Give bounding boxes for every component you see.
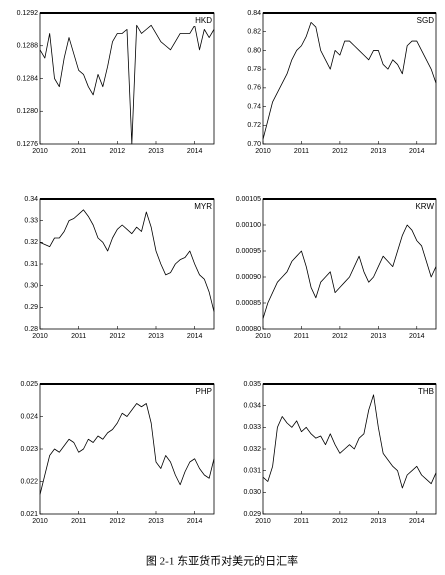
caption: 图 2-1 东亚货币对美元的日汇率 bbox=[146, 554, 298, 568]
y-tick-label: 0.1288 bbox=[17, 43, 39, 50]
x-tick-label: 2013 bbox=[371, 518, 387, 525]
y-tick-label: 0.030 bbox=[243, 489, 261, 496]
y-tick-label: 0.035 bbox=[243, 381, 261, 388]
x-tick-label: 2012 bbox=[110, 333, 126, 340]
y-tick-label: 0.28 bbox=[24, 326, 38, 333]
y-tick-label: 0.00100 bbox=[236, 222, 261, 229]
chart-title: SGD bbox=[417, 16, 435, 25]
plot-frame bbox=[39, 198, 215, 330]
y-tick-label: 0.1280 bbox=[17, 108, 39, 115]
x-tick-label: 2012 bbox=[332, 333, 348, 340]
y-tick-label: 0.70 bbox=[247, 141, 261, 148]
y-tick-label: 0.32 bbox=[24, 239, 38, 246]
x-tick-label: 2010 bbox=[255, 333, 271, 340]
y-tick-label: 0.34 bbox=[24, 196, 38, 203]
y-tick-label: 0.032 bbox=[243, 446, 261, 453]
y-tick-label: 0.00095 bbox=[236, 248, 261, 255]
y-tick-label: 0.76 bbox=[247, 85, 261, 92]
y-tick-label: 0.033 bbox=[243, 424, 261, 431]
x-tick-label: 2011 bbox=[71, 518, 86, 525]
x-tick-label: 2011 bbox=[294, 148, 309, 155]
x-tick-label: 2013 bbox=[148, 333, 164, 340]
y-tick-label: 0.00080 bbox=[236, 326, 261, 333]
plot-frame bbox=[262, 12, 437, 145]
plot-frame bbox=[262, 383, 437, 515]
plot-frame bbox=[39, 383, 215, 515]
y-tick-label: 0.00090 bbox=[236, 274, 261, 281]
y-tick-label: 0.78 bbox=[247, 66, 261, 73]
chart-title: PHP bbox=[196, 387, 212, 396]
y-tick-label: 0.72 bbox=[247, 122, 261, 129]
x-tick-label: 2014 bbox=[409, 333, 425, 340]
title-bg bbox=[193, 16, 213, 26]
x-tick-label: 2011 bbox=[71, 333, 86, 340]
y-tick-label: 0.00105 bbox=[236, 196, 261, 203]
chart-title: MYR bbox=[194, 202, 212, 211]
x-tick-label: 2011 bbox=[294, 333, 309, 340]
y-tick-label: 0.025 bbox=[20, 381, 38, 388]
series-line bbox=[262, 21, 437, 140]
y-tick-label: 0.024 bbox=[20, 413, 38, 420]
y-tick-label: 0.1284 bbox=[17, 75, 39, 82]
x-tick-label: 2014 bbox=[187, 518, 203, 525]
chart-title: THB bbox=[418, 387, 434, 396]
y-tick-label: 0.33 bbox=[24, 218, 38, 225]
x-tick-label: 2012 bbox=[110, 518, 126, 525]
series-line bbox=[39, 403, 215, 495]
x-tick-label: 2011 bbox=[294, 518, 309, 525]
y-tick-label: 0.1276 bbox=[17, 141, 39, 148]
x-tick-label: 2014 bbox=[409, 148, 425, 155]
series-line bbox=[39, 24, 215, 145]
y-tick-label: 0.031 bbox=[243, 468, 261, 475]
y-tick-label: 0.034 bbox=[243, 403, 261, 410]
x-tick-label: 2013 bbox=[371, 333, 387, 340]
title-bg bbox=[193, 387, 213, 397]
y-tick-label: 0.30 bbox=[24, 283, 38, 290]
x-tick-label: 2010 bbox=[32, 333, 48, 340]
y-tick-label: 0.1292 bbox=[17, 10, 39, 17]
x-tick-label: 2010 bbox=[255, 518, 271, 525]
x-tick-label: 2014 bbox=[187, 333, 203, 340]
chart-title: KRW bbox=[415, 202, 434, 211]
x-tick-label: 2012 bbox=[110, 148, 126, 155]
chart-title: HKD bbox=[195, 16, 212, 25]
title-bg bbox=[193, 202, 213, 212]
x-tick-label: 2014 bbox=[187, 148, 203, 155]
x-tick-label: 2010 bbox=[32, 148, 48, 155]
x-tick-label: 2012 bbox=[332, 148, 348, 155]
plot-frame bbox=[262, 198, 437, 330]
y-tick-label: 0.80 bbox=[247, 47, 261, 54]
x-tick-label: 2012 bbox=[332, 518, 348, 525]
x-tick-label: 2014 bbox=[409, 518, 425, 525]
x-tick-label: 2010 bbox=[32, 518, 48, 525]
y-tick-label: 0.74 bbox=[247, 103, 261, 110]
y-tick-label: 0.00085 bbox=[236, 300, 261, 307]
y-tick-label: 0.82 bbox=[247, 29, 261, 36]
y-tick-label: 0.022 bbox=[20, 478, 38, 485]
series-line bbox=[39, 209, 215, 312]
x-tick-label: 2013 bbox=[371, 148, 387, 155]
title-bg bbox=[415, 387, 435, 397]
series-line bbox=[262, 394, 437, 489]
title-bg bbox=[415, 202, 435, 212]
title-bg bbox=[415, 16, 435, 26]
series-line bbox=[262, 224, 437, 319]
y-tick-label: 0.84 bbox=[247, 10, 261, 17]
y-tick-label: 0.31 bbox=[24, 261, 38, 268]
y-tick-label: 0.29 bbox=[24, 304, 38, 311]
x-tick-label: 2011 bbox=[71, 148, 86, 155]
y-tick-label: 0.029 bbox=[243, 511, 261, 518]
y-tick-label: 0.021 bbox=[20, 511, 38, 518]
x-tick-label: 2013 bbox=[148, 518, 164, 525]
x-tick-label: 2013 bbox=[148, 148, 164, 155]
x-tick-label: 2010 bbox=[255, 148, 271, 155]
y-tick-label: 0.023 bbox=[20, 446, 38, 453]
